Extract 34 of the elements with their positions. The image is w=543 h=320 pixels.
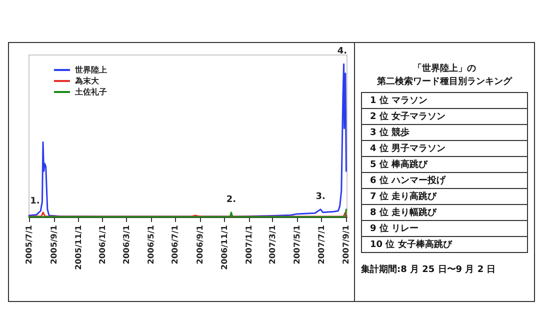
x-tick-label: 2006/11/1 <box>220 224 229 270</box>
text: 第二検索ワード種目別ランキング <box>376 76 514 89</box>
text: 2 位 女子マラソン <box>370 112 446 122</box>
legend-label: 為末大 <box>74 76 100 86</box>
text: 8 位 走り幅跳び <box>370 208 437 218</box>
text: 6 位 ハンマー投げ <box>370 176 446 186</box>
x-tick-label: 2007/1/1 <box>244 224 254 264</box>
annotation: 4. <box>337 46 348 57</box>
text: 集計期間:8 月 25 日〜9 月 2 日 <box>361 263 497 276</box>
x-tick-label: 2007/3/1 <box>268 224 278 264</box>
x-tick-label: 2006/3/1 <box>122 224 131 264</box>
x-tick-label: 2007/7/1 <box>316 224 326 264</box>
text: 4 位 男子マラソン <box>370 144 446 154</box>
x-tick-label: 2007/5/1 <box>292 224 302 264</box>
text: 9 位 リレー <box>370 224 419 234</box>
annotation: 1. <box>30 196 40 206</box>
x-tick-label: 2005/11/1 <box>74 224 83 270</box>
text: 7 位 走り高跳び <box>370 192 437 202</box>
legend-label: 土佐礼子 <box>74 88 107 96</box>
text: 10 位 女子棒高跳び <box>370 240 452 250</box>
x-tick-label: 2006/9/1 <box>196 224 205 264</box>
x-tick-label: 2006/7/1 <box>170 224 180 264</box>
legend-label: 世界陸上 <box>74 66 107 74</box>
annotation: 3. <box>316 192 326 202</box>
x-tick-label: 2007/9/1 <box>342 224 351 264</box>
text: 3 位 競歩 <box>370 128 410 138</box>
x-tick-label: 2006/1/1 <box>98 224 108 264</box>
text: 「世界陸上」の <box>412 63 477 76</box>
annotation: 2. <box>226 194 236 205</box>
text: 5 位 棒高跳び <box>370 160 428 170</box>
x-tick-label: 2006/5/1 <box>146 224 156 264</box>
x-tick-label: 2005/7/1 <box>24 224 34 264</box>
text: 1 位 マラソン <box>370 96 428 106</box>
x-tick-label: 2005/9/1 <box>49 224 58 264</box>
